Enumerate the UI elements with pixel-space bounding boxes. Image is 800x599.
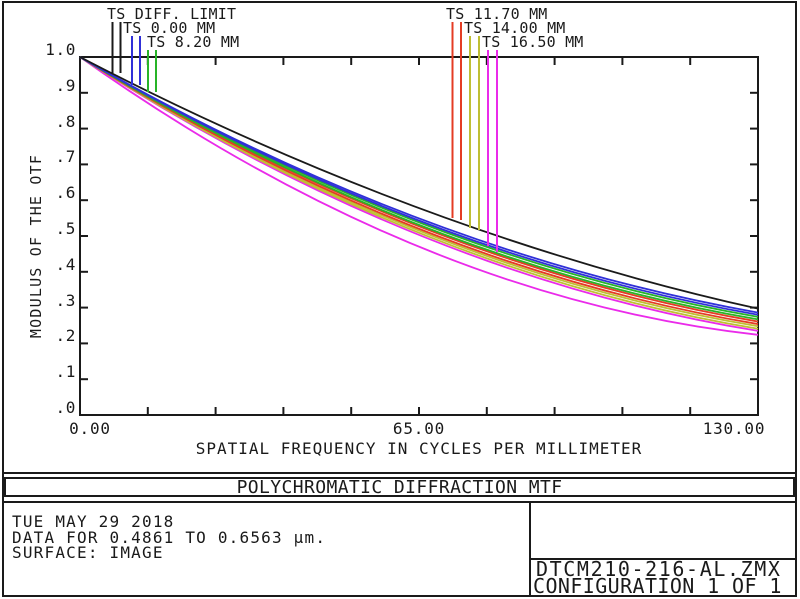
configuration-label: CONFIGURATION 1 OF 1 xyxy=(533,574,782,598)
y-tick-label: .4 xyxy=(55,254,76,274)
y-tick-label: .5 xyxy=(55,219,76,238)
legend-label-diff-limit: TS DIFF. LIMIT xyxy=(107,5,237,23)
y-tick-label: .7 xyxy=(55,147,76,167)
x-tick-label: 65.00 xyxy=(392,419,446,438)
legend-label-0mm: TS 0.00 MM xyxy=(123,19,216,37)
legend-label-16-50mm: TS 16.50 MM xyxy=(482,33,584,51)
y-tick-label: 1.0 xyxy=(45,40,76,59)
y-tick-label: .8 xyxy=(55,111,76,131)
chart-title-bar: POLYCHROMATIC DIFFRACTION MTF xyxy=(4,477,795,497)
y-tick-label: .3 xyxy=(55,290,76,310)
y-tick-label: .0 xyxy=(55,398,76,417)
legend-label-14-00mm: TS 14.00 MM xyxy=(464,19,566,37)
footer-surface: SURFACE: IMAGE xyxy=(12,543,164,562)
lens-file-name: DTCM210-216-AL.ZMX xyxy=(536,557,782,581)
legend-label-11-70mm: TS 11.70 MM xyxy=(446,5,548,23)
y-tick-label: .9 xyxy=(55,75,76,95)
footer-data-range: DATA FOR 0.4861 TO 0.6563 µm. xyxy=(12,527,327,547)
legend-label-8-20mm: TS 8.20 MM xyxy=(147,33,240,51)
y-axis-title-wrap: MODULUS OF THE OTF xyxy=(14,146,58,346)
x-tick-label: 0.00 xyxy=(69,419,111,438)
x-tick-label: 130.00 xyxy=(702,419,766,438)
y-tick-label: .6 xyxy=(55,183,76,203)
footer-info: TUE MAY 29 2018 DATA FOR 0.4861 TO 0.656… xyxy=(12,514,326,561)
footer-date: TUE MAY 29 2018 xyxy=(12,512,175,531)
y-tick-label: .2 xyxy=(55,326,76,346)
y-axis-title: MODULUS OF THE OTF xyxy=(27,153,45,339)
y-tick-label: .1 xyxy=(55,362,76,382)
x-axis-title: SPATIAL FREQUENCY IN CYCLES PER MILLIMET… xyxy=(195,439,643,458)
